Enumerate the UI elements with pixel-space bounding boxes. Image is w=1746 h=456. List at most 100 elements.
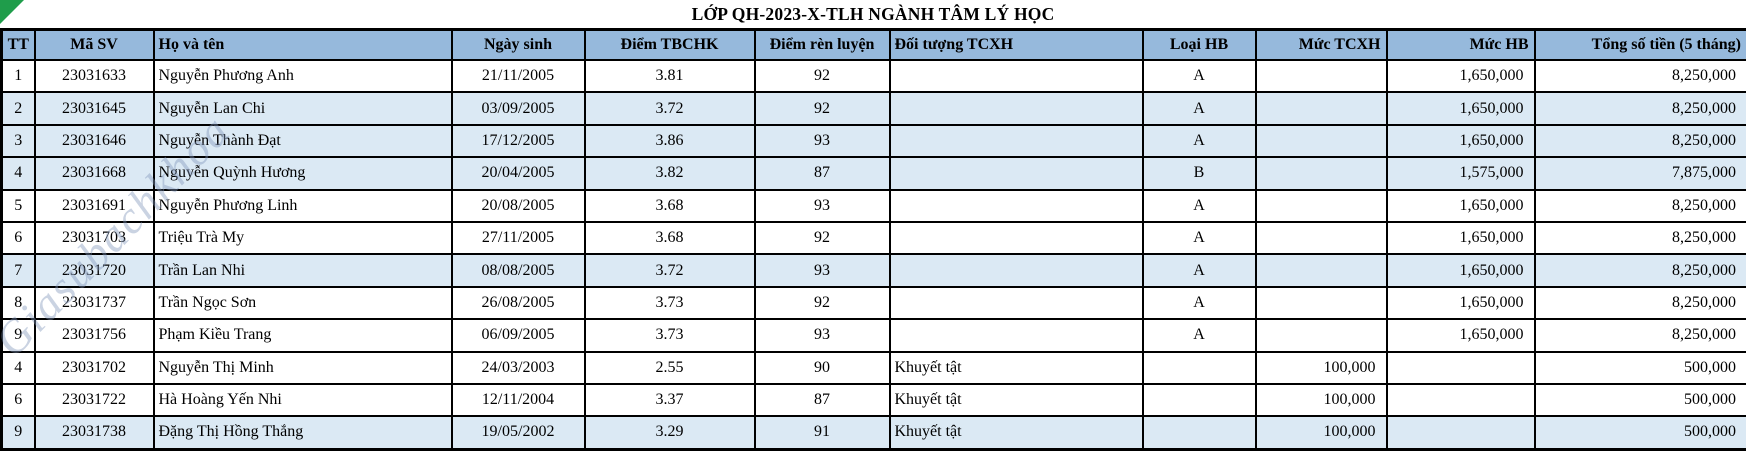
- cell-diem_ren_luyen[interactable]: 91: [753, 415, 891, 451]
- cell-diem_tbchk[interactable]: 3.82: [583, 156, 756, 191]
- cell-muc_hb[interactable]: 1,650,000: [1385, 220, 1536, 256]
- cell-diem_ren_luyen[interactable]: 92: [753, 58, 891, 94]
- cell-hoten[interactable]: Phạm Kiều Trang: [152, 318, 453, 353]
- cell-tt[interactable]: 6: [0, 382, 36, 418]
- cell-diem_tbchk[interactable]: 3.68: [583, 188, 756, 223]
- cell-diem_ren_luyen[interactable]: 93: [753, 253, 891, 288]
- cell-diem_ren_luyen[interactable]: 92: [753, 91, 891, 126]
- cell-loai_hb[interactable]: A: [1141, 58, 1257, 94]
- cell-tong[interactable]: 7,875,000: [1533, 156, 1746, 191]
- cell-muc_hb[interactable]: [1385, 415, 1536, 451]
- column-header-tong-so-tien[interactable]: Tổng số tiền (5 tháng): [1533, 28, 1746, 61]
- cell-doi_tuong_tcxh[interactable]: Khuyết tật: [888, 382, 1144, 418]
- cell-diem_ren_luyen[interactable]: 87: [753, 156, 891, 191]
- cell-ngaysinh[interactable]: 20/04/2005: [450, 156, 586, 191]
- cell-loai_hb[interactable]: A: [1141, 91, 1257, 126]
- cell-doi_tuong_tcxh[interactable]: [888, 318, 1144, 353]
- cell-tt[interactable]: 3: [0, 123, 36, 159]
- cell-hoten[interactable]: Trần Lan Nhi: [152, 253, 453, 288]
- cell-doi_tuong_tcxh[interactable]: [888, 285, 1144, 321]
- cell-tong[interactable]: 8,250,000: [1533, 188, 1746, 223]
- cell-tt[interactable]: 4: [0, 350, 36, 385]
- cell-masv[interactable]: 23031738: [33, 415, 155, 451]
- cell-muc_hb[interactable]: 1,650,000: [1385, 91, 1536, 126]
- cell-loai_hb[interactable]: A: [1141, 123, 1257, 159]
- cell-tong[interactable]: 8,250,000: [1533, 318, 1746, 353]
- cell-muc_hb[interactable]: 1,650,000: [1385, 123, 1536, 159]
- cell-masv[interactable]: 23031703: [33, 220, 155, 256]
- cell-ngaysinh[interactable]: 08/08/2005: [450, 253, 586, 288]
- cell-diem_tbchk[interactable]: 3.86: [583, 123, 756, 159]
- cell-ngaysinh[interactable]: 17/12/2005: [450, 123, 586, 159]
- cell-hoten[interactable]: Đặng Thị Hồng Thắng: [152, 415, 453, 451]
- cell-tong[interactable]: 8,250,000: [1533, 285, 1746, 321]
- cell-doi_tuong_tcxh[interactable]: Khuyết tật: [888, 415, 1144, 451]
- cell-diem_tbchk[interactable]: 3.72: [583, 253, 756, 288]
- cell-tt[interactable]: 7: [0, 253, 36, 288]
- cell-muc_tcxh[interactable]: [1254, 58, 1388, 94]
- cell-tong[interactable]: 8,250,000: [1533, 123, 1746, 159]
- column-header-ma-sv[interactable]: Mã SV: [33, 28, 155, 61]
- cell-tt[interactable]: 9: [0, 318, 36, 353]
- cell-muc_hb[interactable]: 1,650,000: [1385, 58, 1536, 94]
- column-header-muc-tcxh[interactable]: Mức TCXH: [1254, 28, 1388, 61]
- cell-masv[interactable]: 23031756: [33, 318, 155, 353]
- cell-tong[interactable]: 500,000: [1533, 350, 1746, 385]
- cell-tong[interactable]: 500,000: [1533, 382, 1746, 418]
- cell-tt[interactable]: 1: [0, 58, 36, 94]
- cell-muc_tcxh[interactable]: [1254, 123, 1388, 159]
- cell-hoten[interactable]: Nguyễn Lan Chi: [152, 91, 453, 126]
- cell-ngaysinh[interactable]: 24/03/2003: [450, 350, 586, 385]
- cell-masv[interactable]: 23031668: [33, 156, 155, 191]
- cell-diem_ren_luyen[interactable]: 92: [753, 285, 891, 321]
- cell-hoten[interactable]: Triệu Trà My: [152, 220, 453, 256]
- cell-tong[interactable]: 500,000: [1533, 415, 1746, 451]
- column-header-doi-tuong-tcxh[interactable]: Đối tượng TCXH: [888, 28, 1144, 61]
- column-header-ho-va-ten[interactable]: Họ và tên: [152, 28, 453, 61]
- cell-diem_ren_luyen[interactable]: 90: [753, 350, 891, 385]
- cell-diem_ren_luyen[interactable]: 93: [753, 123, 891, 159]
- cell-muc_tcxh[interactable]: [1254, 188, 1388, 223]
- cell-diem_tbchk[interactable]: 3.73: [583, 285, 756, 321]
- cell-doi_tuong_tcxh[interactable]: [888, 91, 1144, 126]
- cell-doi_tuong_tcxh[interactable]: [888, 253, 1144, 288]
- cell-doi_tuong_tcxh[interactable]: [888, 58, 1144, 94]
- cell-hoten[interactable]: Nguyễn Quỳnh Hương: [152, 156, 453, 191]
- cell-ngaysinh[interactable]: 26/08/2005: [450, 285, 586, 321]
- cell-masv[interactable]: 23031737: [33, 285, 155, 321]
- column-header-diem-tbchk[interactable]: Điểm TBCHK: [583, 28, 756, 61]
- cell-diem_tbchk[interactable]: 3.72: [583, 91, 756, 126]
- cell-ngaysinh[interactable]: 19/05/2002: [450, 415, 586, 451]
- cell-masv[interactable]: 23031645: [33, 91, 155, 126]
- cell-masv[interactable]: 23031722: [33, 382, 155, 418]
- cell-doi_tuong_tcxh[interactable]: Khuyết tật: [888, 350, 1144, 385]
- cell-loai_hb[interactable]: [1141, 415, 1257, 451]
- cell-tt[interactable]: 8: [0, 285, 36, 321]
- cell-hoten[interactable]: Hà Hoàng Yến Nhi: [152, 382, 453, 418]
- cell-tong[interactable]: 8,250,000: [1533, 220, 1746, 256]
- cell-diem_tbchk[interactable]: 3.68: [583, 220, 756, 256]
- cell-hoten[interactable]: Nguyễn Phương Linh: [152, 188, 453, 223]
- cell-diem_ren_luyen[interactable]: 93: [753, 188, 891, 223]
- cell-doi_tuong_tcxh[interactable]: [888, 188, 1144, 223]
- cell-loai_hb[interactable]: [1141, 350, 1257, 385]
- cell-diem_tbchk[interactable]: 3.73: [583, 318, 756, 353]
- cell-loai_hb[interactable]: A: [1141, 188, 1257, 223]
- cell-masv[interactable]: 23031633: [33, 58, 155, 94]
- cell-muc_hb[interactable]: 1,650,000: [1385, 318, 1536, 353]
- cell-diem_tbchk[interactable]: 3.37: [583, 382, 756, 418]
- cell-loai_hb[interactable]: A: [1141, 285, 1257, 321]
- cell-tt[interactable]: 9: [0, 415, 36, 451]
- cell-hoten[interactable]: Nguyễn Phương Anh: [152, 58, 453, 94]
- cell-loai_hb[interactable]: [1141, 382, 1257, 418]
- cell-muc_tcxh[interactable]: [1254, 318, 1388, 353]
- cell-muc_hb[interactable]: 1,650,000: [1385, 285, 1536, 321]
- cell-ngaysinh[interactable]: 03/09/2005: [450, 91, 586, 126]
- cell-loai_hb[interactable]: A: [1141, 253, 1257, 288]
- cell-muc_tcxh[interactable]: [1254, 91, 1388, 126]
- cell-muc_tcxh[interactable]: 100,000: [1254, 415, 1388, 451]
- cell-tt[interactable]: 5: [0, 188, 36, 223]
- cell-diem_tbchk[interactable]: 3.29: [583, 415, 756, 451]
- cell-muc_tcxh[interactable]: [1254, 285, 1388, 321]
- cell-masv[interactable]: 23031646: [33, 123, 155, 159]
